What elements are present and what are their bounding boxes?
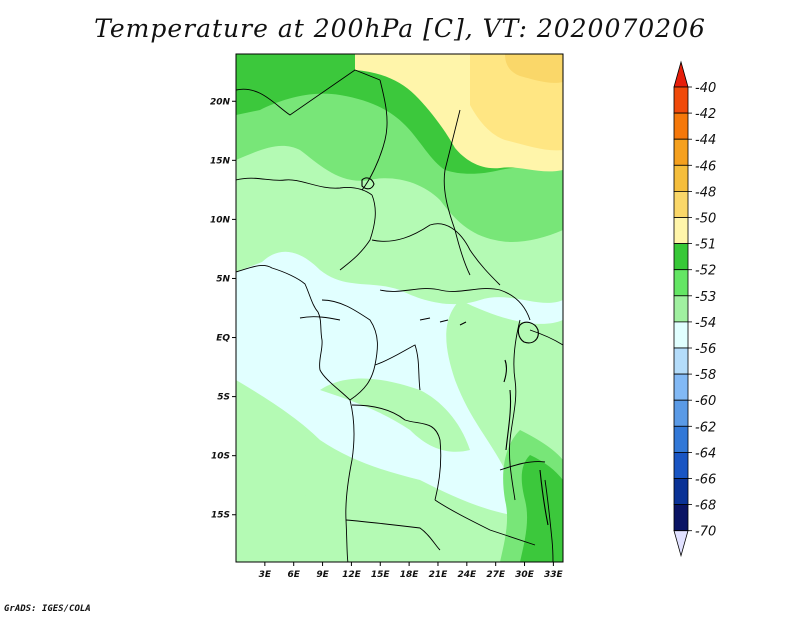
colorbar-level-label: -42: [695, 107, 716, 122]
colorbar-swatch: [673, 373, 689, 401]
map-region-light-green-sw: [236, 466, 340, 562]
lon-tick-label: 27E: [486, 570, 506, 580]
colorbar-level-label: -51: [695, 238, 716, 253]
border-gabon: [299, 316, 341, 321]
colorbar-legend: -40 -42 -44 -46 -48 -50 -51 -52 -53 -54 -56 -58 -60 -…: [673, 60, 716, 558]
colorbar-level-label: -68: [695, 499, 716, 514]
colorbar-swatch: [673, 478, 689, 506]
colorbar-swatch: [673, 112, 689, 140]
colorbar-level-label: -60: [695, 394, 716, 409]
lat-tick-label: 15S: [211, 511, 230, 521]
colorbar-level-label: -44: [695, 133, 716, 148]
colorbar-swatch: [673, 164, 689, 192]
lon-tick-label: 24E: [457, 570, 477, 580]
colorbar-level-label: -46: [695, 159, 716, 174]
temperature-field: [236, 54, 563, 562]
border-congo: [321, 299, 378, 401]
lake-kivu: [503, 359, 508, 383]
lat-tick-label: 15N: [210, 156, 231, 166]
border-mozambique: [544, 479, 554, 562]
river-congo-1: [419, 317, 467, 326]
border-angola-zambia: [434, 499, 536, 546]
colorbar-level-label: -70: [695, 525, 716, 540]
colorbar-level-label: -62: [695, 420, 716, 435]
chart-title: Temperature at 200hPa [C], VT: 202007020…: [94, 14, 706, 43]
lake-victoria: [517, 321, 539, 344]
lon-tick-label: 3E: [259, 570, 272, 580]
colorbar-top-arrow: [673, 60, 689, 88]
border-east-lakes-2: [529, 329, 563, 346]
lake-tanganyika: [505, 389, 512, 451]
lon-tick-label: 6E: [287, 570, 300, 580]
colorbar-level-label: -50: [695, 212, 716, 227]
border-angola-drc: [351, 404, 442, 501]
colorbar-level-label: -48: [695, 185, 716, 200]
colorbar-swatch: [673, 217, 689, 245]
border-drc-north: [379, 288, 531, 321]
colorbar-swatch: [673, 347, 689, 375]
lat-tick-label: 5S: [217, 393, 230, 403]
colorbar-level-label: -53: [695, 290, 716, 305]
colorbar-level-label: -56: [695, 342, 716, 357]
lat-tick-label: 10S: [211, 452, 230, 462]
lon-tick-label: 33E: [544, 570, 564, 580]
colorbar-swatch: [673, 399, 689, 427]
colorbar-swatch: [673, 138, 689, 166]
colorbar-level-label: -54: [695, 316, 716, 331]
lon-tick-label: 21E: [429, 570, 449, 580]
lon-tick-label: 30E: [515, 570, 535, 580]
lake-malawi: [539, 469, 549, 526]
colorbar-swatch: [673, 295, 689, 323]
colorbar-swatch: [673, 190, 689, 218]
lon-tick-label: 18E: [400, 570, 420, 580]
colorbar-swatch: [673, 321, 689, 349]
lat-tick-label: 20N: [210, 97, 231, 107]
grads-credit: GrADS: IGES/COLA: [4, 604, 91, 614]
colorbar-level-label: -52: [695, 264, 716, 279]
lon-tick-label: 15E: [371, 570, 391, 580]
longitude-axis: 3E 6E 9E 12E 15E 18E 21E 24E 27E 30E 33E: [259, 562, 564, 580]
border-car: [371, 223, 501, 286]
border-niger-nigeria: [236, 177, 373, 196]
border-sahara-1: [236, 69, 381, 116]
border-angola-namibia: [345, 519, 441, 551]
border-drc-west: [374, 344, 421, 391]
colorbar-bottom-arrow: [673, 530, 689, 558]
map-region-light-green-mid: [320, 378, 470, 452]
border-east-lakes: [509, 319, 521, 501]
map-region-orange: [505, 54, 563, 83]
colorbar-swatch: [673, 425, 689, 453]
latitude-axis: 20N 15N 10N 5N EQ 5S 10S 15S: [210, 97, 236, 521]
colorbar-swatch: [673, 86, 689, 114]
lat-tick-label: 5N: [216, 274, 230, 284]
colorbar-level-label: -64: [695, 446, 716, 461]
colorbar-level-label: -40: [695, 81, 716, 96]
country-borders: [236, 69, 563, 562]
lat-tick-label: 10N: [210, 215, 231, 225]
border-zambia-tz: [499, 461, 546, 471]
colorbar-swatch: [673, 504, 689, 532]
colorbar-level-label: -58: [695, 368, 716, 383]
lon-tick-label: 12E: [342, 570, 362, 580]
lon-tick-label: 9E: [316, 570, 329, 580]
lat-tick-label: EQ: [216, 334, 230, 344]
map-region-green-se: [520, 455, 563, 562]
colorbar-swatch: [673, 451, 689, 479]
coastline-west-africa: [236, 265, 355, 562]
colorbar-swatch: [673, 243, 689, 271]
lake-chad: [361, 177, 375, 190]
colorbar-level-label: -66: [695, 473, 716, 488]
border-sudan-chad: [443, 109, 471, 276]
map-frame: [235, 53, 564, 563]
border-nigeria-cameroon: [339, 194, 376, 271]
colorbar-swatch: [673, 269, 689, 297]
